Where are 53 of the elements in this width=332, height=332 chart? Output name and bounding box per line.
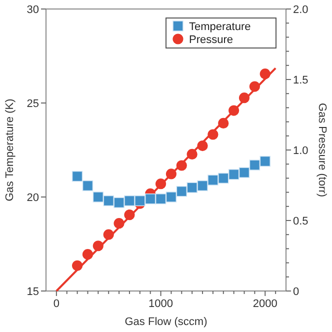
- point: [144, 193, 156, 204]
- point: [218, 172, 229, 184]
- point: [155, 178, 166, 190]
- point: [218, 118, 229, 129]
- x-tick-label: 0: [53, 298, 60, 310]
- y2-tick-label: 2.0: [293, 4, 308, 16]
- point: [134, 195, 146, 206]
- point: [155, 193, 166, 204]
- x-tick-label: 2000: [252, 298, 278, 310]
- point: [186, 148, 198, 160]
- point: [103, 229, 114, 240]
- point: [72, 170, 83, 182]
- point: [114, 218, 124, 229]
- y-axis-title: Gas Temperature (K): [4, 98, 16, 202]
- y2-axis-title: Gas Pressure (torr): [316, 102, 328, 198]
- point: [124, 210, 135, 220]
- x-tick-label: 1000: [148, 298, 174, 310]
- point: [166, 192, 177, 202]
- point: [238, 167, 250, 178]
- point: [114, 197, 124, 208]
- legend-label: Pressure: [189, 34, 234, 46]
- point: [208, 174, 218, 186]
- point: [72, 260, 83, 271]
- point: [249, 81, 260, 92]
- y2-tick-label: 1.0: [293, 145, 308, 157]
- y2-tick-label: 0: [293, 286, 300, 298]
- point: [124, 195, 135, 206]
- legend-label: Temperature: [189, 21, 251, 33]
- point: [166, 168, 177, 180]
- point: [82, 180, 94, 192]
- point: [208, 129, 218, 140]
- x-axis-title: Gas Flow (sccm): [124, 316, 208, 328]
- point: [249, 160, 260, 170]
- y-tick-label: 20: [26, 192, 39, 204]
- point: [176, 160, 187, 171]
- point: [82, 249, 94, 260]
- y2-tick-label: 1.5: [293, 74, 308, 86]
- point: [92, 240, 104, 252]
- point: [103, 195, 114, 206]
- point: [260, 68, 270, 80]
- point: [238, 92, 250, 104]
- point: [176, 186, 188, 197]
- point: [186, 182, 198, 193]
- point: [197, 180, 208, 192]
- point: [228, 169, 240, 180]
- y-tick-label: 25: [26, 98, 39, 110]
- point: [228, 105, 240, 116]
- y-tick-label: 30: [26, 4, 39, 16]
- point: [197, 140, 208, 152]
- point: [92, 192, 104, 202]
- point: [260, 156, 271, 167]
- y2-tick-label: 0.5: [293, 216, 308, 228]
- y-tick-label: 15: [26, 286, 39, 298]
